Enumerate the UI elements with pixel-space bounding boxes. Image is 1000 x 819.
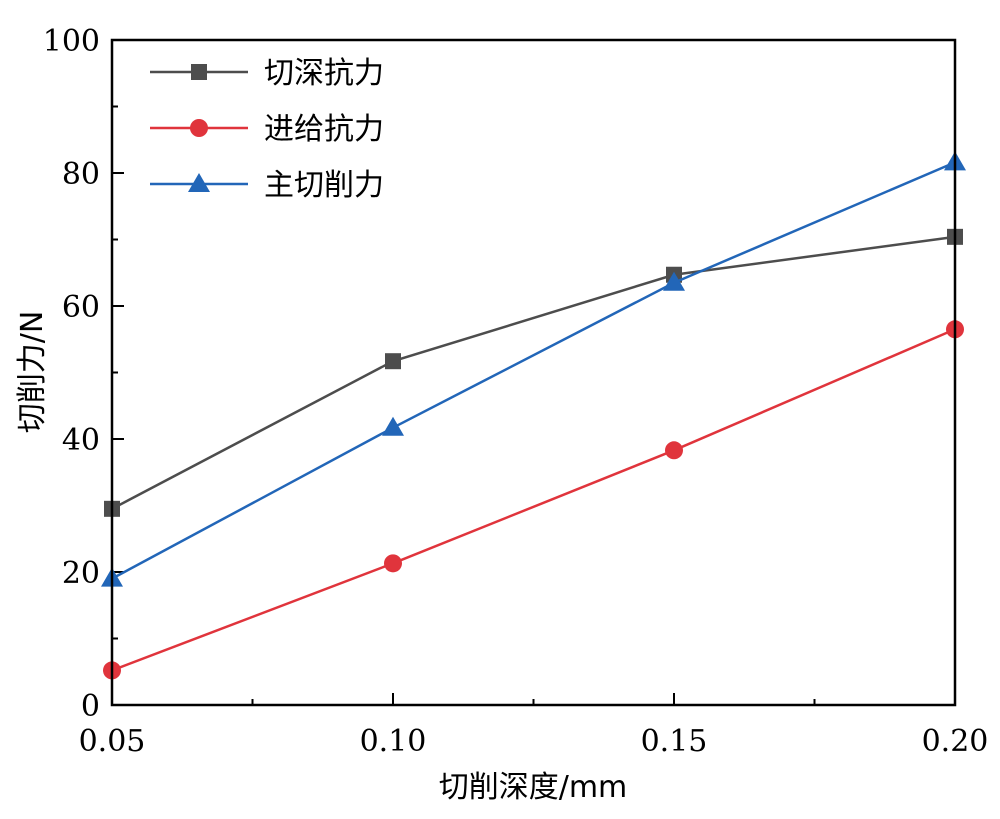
tick-marks xyxy=(111,39,956,706)
series-line xyxy=(111,235,956,510)
x-tick-label: 0.20 xyxy=(922,724,989,759)
legend-entry: 主切削力 xyxy=(150,168,384,203)
x-tick-label: 0.15 xyxy=(641,724,708,759)
data-point xyxy=(384,554,402,573)
y-tick-label: 100 xyxy=(43,24,100,59)
y-tick-label: 80 xyxy=(62,157,100,192)
series-triangle xyxy=(101,151,966,587)
y-tick-label: 40 xyxy=(62,423,100,458)
legend-label: 进给抗力 xyxy=(264,112,384,147)
data-point xyxy=(665,441,683,460)
legend-entry: 进给抗力 xyxy=(150,112,384,147)
y-tick-label: 60 xyxy=(62,290,100,325)
legend-label: 主切削力 xyxy=(264,168,384,203)
y-axis-title: 切削力/N xyxy=(15,311,50,434)
series-circle xyxy=(103,320,964,680)
legend-marker xyxy=(190,119,208,137)
y-tick-label: 20 xyxy=(62,556,100,591)
legend-entry: 切深抗力 xyxy=(150,56,384,91)
legend-label: 切深抗力 xyxy=(264,56,384,91)
y-tick-label: 0 xyxy=(81,689,100,724)
legend-marker xyxy=(191,64,207,80)
x-tick-label: 0.05 xyxy=(79,724,146,759)
series-layer xyxy=(101,151,966,680)
x-axis-title: 切削深度/mm xyxy=(439,770,628,805)
series-line xyxy=(111,161,956,580)
data-point xyxy=(382,416,404,436)
data-point xyxy=(663,271,685,291)
series-square xyxy=(104,228,963,517)
plot-frame xyxy=(110,38,957,707)
tick-labels: 0.05 0.10 0.15 0.20 0 20 40 60 80 100 xyxy=(43,24,989,759)
x-tick-label: 0.10 xyxy=(360,724,427,759)
legend-marker xyxy=(188,173,210,192)
series-line xyxy=(111,328,956,672)
data-point xyxy=(385,353,401,370)
